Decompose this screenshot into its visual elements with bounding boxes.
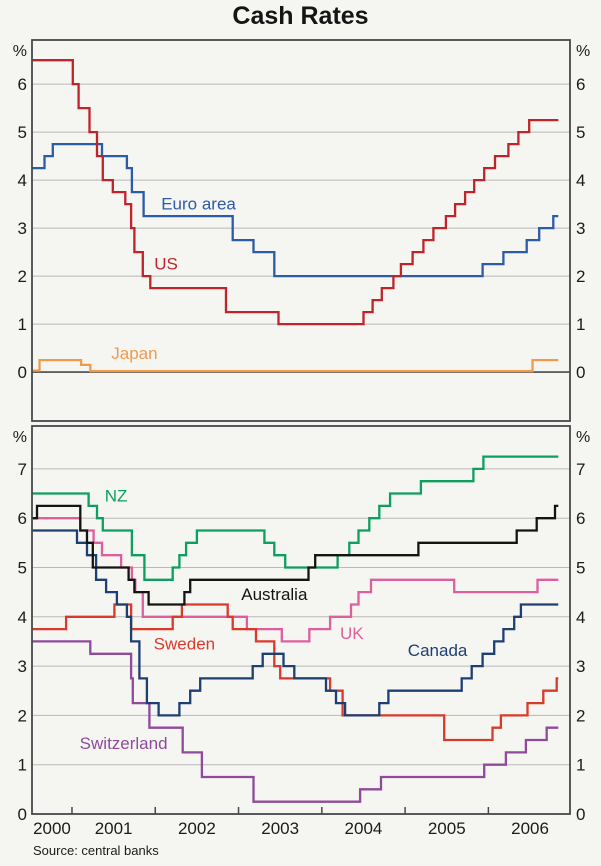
series-line-japan: [32, 358, 559, 373]
unit-label-left: %: [13, 429, 27, 446]
x-axis-year-label: 2005: [428, 819, 466, 838]
y-axis-label-right: 3: [576, 657, 585, 676]
y-axis-label-left: 3: [18, 657, 27, 676]
series-line-us: [32, 59, 559, 326]
y-axis-label-right: 2: [576, 267, 585, 286]
y-axis-label-right: 6: [576, 75, 585, 94]
panel-frame-top: [31, 39, 571, 422]
chart-title: Cash Rates: [232, 2, 369, 30]
y-axis-label-right: 0: [576, 805, 585, 824]
series-line-uk: [32, 517, 559, 643]
source-note: Source: central banks: [33, 843, 159, 858]
y-axis-label-left: 2: [18, 267, 27, 286]
x-axis-year-label: 2004: [345, 819, 383, 838]
y-axis-label-right: 6: [576, 509, 585, 528]
series-label-us: US: [154, 255, 178, 274]
y-axis-label-left: 7: [18, 460, 27, 479]
y-axis-label-left: 5: [18, 558, 27, 577]
y-axis-label-right: 0: [576, 363, 585, 382]
series-label-uk: UK: [340, 624, 364, 643]
y-axis-label-left: 1: [18, 756, 27, 775]
y-axis-label-left: 4: [18, 171, 27, 190]
unit-label-right: %: [576, 429, 590, 446]
y-axis-label-left: 3: [18, 219, 27, 238]
series-label-euro-area: Euro area: [161, 195, 236, 214]
series-line-nz: [32, 455, 559, 581]
series-label-canada: Canada: [408, 641, 468, 660]
series-label-nz: NZ: [105, 487, 128, 506]
unit-label-left: %: [13, 43, 27, 60]
series-line-sweden: [32, 603, 559, 742]
series-line-canada: [32, 529, 559, 717]
y-axis-label-left: 4: [18, 608, 27, 627]
y-axis-label-left: 2: [18, 706, 27, 725]
y-axis-label-right: 1: [576, 756, 585, 775]
x-axis-year-label: 2006: [511, 819, 549, 838]
x-axis-year-label: 2003: [261, 819, 299, 838]
y-axis-label-right: 5: [576, 123, 585, 142]
series-label-japan: Japan: [111, 344, 157, 363]
x-axis-year-label: 2000: [33, 819, 71, 838]
panel-frame-bottom: [31, 425, 571, 815]
y-axis-label-right: 4: [576, 171, 585, 190]
y-axis-label-left: 0: [18, 805, 27, 824]
series-line-australia: [32, 504, 559, 606]
x-axis-year-label: 2002: [178, 819, 216, 838]
y-axis-label-right: 3: [576, 219, 585, 238]
series-label-switzerland: Switzerland: [80, 734, 168, 753]
y-axis-label-left: 1: [18, 315, 27, 334]
y-axis-label-right: 4: [576, 608, 585, 627]
y-axis-label-left: 0: [18, 363, 27, 382]
unit-label-right: %: [576, 43, 590, 60]
y-axis-label-right: 5: [576, 558, 585, 577]
series-line-switzerland: [32, 640, 559, 803]
y-axis-label-right: 1: [576, 315, 585, 334]
y-axis-label-left: 5: [18, 123, 27, 142]
y-axis-label-left: 6: [18, 509, 27, 528]
y-axis-label-right: 7: [576, 460, 585, 479]
series-line-euro-area: [32, 142, 559, 278]
series-label-sweden: Sweden: [154, 634, 215, 653]
y-axis-label-left: 6: [18, 75, 27, 94]
series-label-australia: Australia: [241, 585, 308, 604]
y-axis-label-right: 2: [576, 706, 585, 725]
x-axis-year-label: 2001: [95, 819, 133, 838]
